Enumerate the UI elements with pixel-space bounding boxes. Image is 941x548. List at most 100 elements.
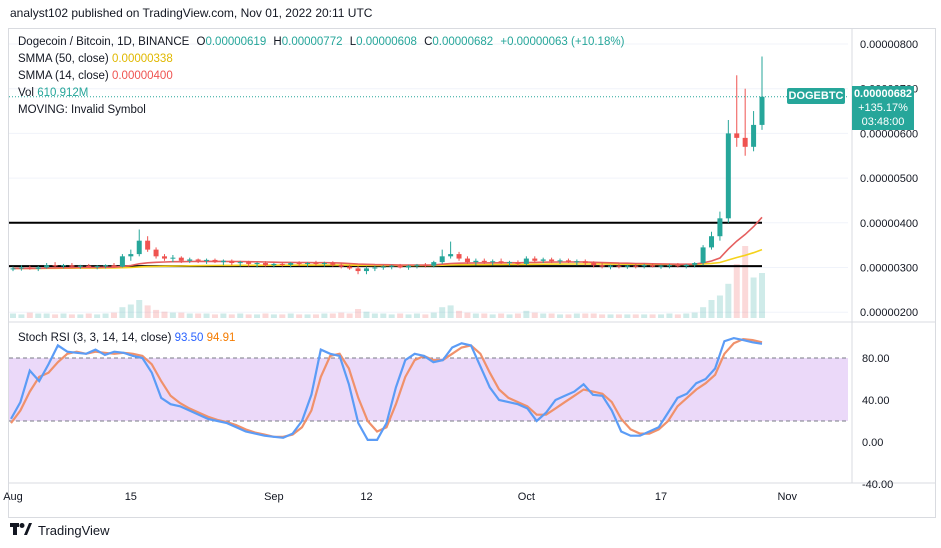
change-value: +0.00000063 (+10.18%) — [500, 36, 625, 48]
volume-bar — [127, 304, 134, 318]
volume-bar — [346, 313, 353, 318]
stoch-y-tick: 40.00 — [862, 395, 890, 407]
candle-body — [27, 267, 33, 269]
stoch-d-value: 94.91 — [206, 332, 236, 344]
volume-bar — [169, 312, 176, 318]
volume-bar — [506, 314, 513, 318]
volume-bar — [237, 313, 244, 318]
h-value: 0.00000772 — [281, 36, 343, 48]
smma50-value: 0.00000338 — [111, 53, 173, 65]
volume-bar — [742, 246, 749, 318]
candle-body — [751, 124, 757, 147]
brand-name[interactable]: TradingView — [38, 522, 110, 538]
volume-bar — [136, 300, 143, 318]
volume-bar — [439, 307, 446, 318]
candle-body — [161, 256, 167, 259]
volume-bar — [456, 310, 463, 318]
main-y-tick: 0.00000200 — [860, 307, 918, 319]
footer: TradingView — [10, 522, 110, 538]
candle-body — [389, 265, 395, 267]
volume-bar — [733, 264, 740, 318]
volume-bar — [270, 314, 277, 318]
candle-body — [262, 263, 268, 266]
stoch-legend: Stoch RSI (3, 3, 14, 14, close) 93.50 94… — [18, 330, 235, 347]
candle-body — [69, 265, 75, 267]
volume-bar — [548, 313, 555, 318]
candle-body — [372, 267, 378, 269]
candle-body — [582, 261, 588, 264]
volume-bar — [26, 312, 33, 318]
publish-header: analyst102 published on TradingView.com,… — [10, 6, 373, 20]
candle-body — [725, 133, 731, 219]
volume-bar — [211, 314, 218, 318]
vol-label[interactable]: Vol — [18, 87, 34, 99]
volume-bar — [355, 309, 362, 318]
ticker-tag: DOGEBTC — [787, 88, 845, 104]
volume-bar — [279, 314, 286, 318]
candle-body — [641, 265, 647, 267]
volume-bar — [254, 314, 261, 318]
x-tick-label: Sep — [264, 491, 284, 503]
volume-bar — [700, 307, 707, 318]
candle-body — [338, 264, 344, 267]
candle-body — [111, 265, 117, 267]
vol-value: 610.912M — [37, 87, 89, 99]
candle-body — [145, 240, 151, 250]
candle-body — [565, 260, 571, 263]
candle-body — [77, 265, 83, 267]
candle-body — [658, 265, 664, 267]
volume-bar — [430, 312, 437, 318]
candle-body — [717, 218, 723, 237]
candle-body — [119, 256, 125, 267]
smma14-line — [12, 216, 763, 270]
candle-body — [355, 268, 361, 272]
candle-body — [153, 249, 159, 257]
symbol-label[interactable]: Dogecoin / Bitcoin, 1D, BINANCE — [18, 36, 190, 48]
candle-body — [103, 265, 109, 267]
stoch-k-line — [10, 336, 763, 441]
volume-bar — [110, 312, 117, 318]
smma14-label[interactable]: SMMA (14, close) — [18, 70, 109, 82]
candle-body — [675, 265, 681, 267]
main-y-tick: 0.00000500 — [860, 173, 918, 185]
moving-row[interactable]: MOVING: Invalid Symbol — [18, 104, 146, 116]
x-tick-label: Aug — [3, 491, 23, 503]
volume-bar — [68, 314, 75, 318]
candle-body — [473, 260, 479, 263]
candle-body — [414, 264, 420, 266]
smma50-label[interactable]: SMMA (50, close) — [18, 53, 109, 65]
last-price: 0.00000682 — [853, 88, 913, 100]
candle-body — [574, 261, 580, 263]
candle-body — [128, 254, 134, 257]
candle-body — [666, 265, 672, 267]
candle-body — [759, 96, 765, 125]
volume-bar — [498, 313, 505, 318]
tradingview-logo-icon[interactable] — [10, 522, 32, 538]
candle-body — [330, 263, 336, 265]
candle-body — [734, 133, 740, 138]
volume-bar — [540, 313, 547, 318]
candle-body — [616, 265, 622, 267]
last-pct: +135.17% — [858, 102, 908, 114]
candle-body — [498, 261, 504, 264]
volume-bar — [10, 313, 16, 318]
candle-body — [557, 260, 563, 262]
stoch-label[interactable]: Stoch RSI (3, 3, 14, 14, close) — [18, 332, 172, 344]
volume-bar — [691, 312, 698, 318]
candle-body — [742, 137, 748, 147]
volume-bar — [245, 314, 252, 318]
volume-bar — [531, 312, 538, 318]
volume-bar — [565, 314, 572, 318]
volume-bar — [338, 312, 345, 318]
candle-body — [532, 258, 538, 261]
bar-countdown: 03:48:00 — [861, 116, 905, 128]
main-legend: Dogecoin / Bitcoin, 1D, BINANCE O0.00000… — [18, 34, 628, 119]
candle-body — [406, 265, 412, 268]
volume-bar — [102, 313, 109, 318]
candle-body — [52, 265, 58, 267]
volume-bar — [178, 312, 185, 318]
candle-body — [633, 265, 639, 267]
volume-bar — [203, 313, 210, 318]
volume-bar — [153, 309, 160, 318]
candle-body — [204, 259, 210, 261]
